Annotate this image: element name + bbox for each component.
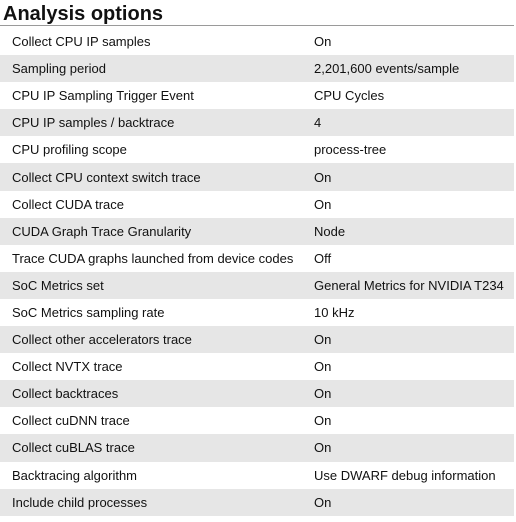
option-value: On: [302, 407, 514, 435]
option-value: On: [302, 28, 514, 56]
option-value: 4: [302, 109, 514, 137]
table-row: Backtracing algorithm Use DWARF debug inf…: [0, 461, 514, 489]
option-value: Off: [302, 244, 514, 272]
option-name: Trace CUDA graphs launched from device c…: [0, 244, 302, 272]
option-value: On: [302, 380, 514, 408]
table-row: Collect CPU IP samples On: [0, 28, 514, 56]
table-row: CUDA Graph Trace Granularity Node: [0, 217, 514, 245]
options-table-body: Collect CPU IP samples On Sampling period 2…: [0, 28, 514, 516]
table-row: CPU profiling scope process-tree: [0, 136, 514, 164]
option-value: Use DWARF debug information: [302, 461, 514, 489]
option-name: Collect NVTX trace: [0, 353, 302, 381]
option-name: CPU IP samples / backtrace: [0, 109, 302, 137]
table-row: Include child processes On: [0, 488, 514, 516]
option-name: Collect other accelerators trace: [0, 326, 302, 354]
table-row: CPU IP samples / backtrace 4: [0, 109, 514, 137]
option-value: On: [302, 190, 514, 218]
option-name: Collect cuBLAS trace: [0, 434, 302, 462]
table-row: Collect cuDNN trace On: [0, 407, 514, 435]
option-name: Sampling period: [0, 55, 302, 83]
table-row: CPU IP Sampling Trigger Event CPU Cycles: [0, 82, 514, 110]
option-name: Collect backtraces: [0, 380, 302, 408]
table-row: Collect cuBLAS trace On: [0, 434, 514, 462]
table-row: SoC Metrics sampling rate 10 kHz: [0, 298, 514, 327]
table-row: Sampling period 2,201,600 events/sample: [0, 55, 514, 83]
option-value: On: [302, 434, 514, 462]
option-value: 2,201,600 events/sample: [302, 55, 514, 83]
section-title: Analysis options: [0, 0, 514, 26]
option-name: Backtracing algorithm: [0, 461, 302, 489]
table-row: SoC Metrics set General Metrics for NVIDI…: [0, 271, 514, 299]
options-table: Collect CPU IP samples On Sampling period 2…: [0, 28, 514, 516]
option-value: General Metrics for NVIDIA T234: [302, 271, 514, 299]
table-row: Collect CPU context switch trace On: [0, 163, 514, 191]
option-value: On: [302, 326, 514, 354]
option-name: CPU profiling scope: [0, 136, 302, 164]
option-value: process-tree: [302, 136, 514, 164]
option-name: SoC Metrics sampling rate: [0, 298, 302, 327]
option-name: Include child processes: [0, 488, 302, 516]
table-row: Collect CUDA trace On: [0, 190, 514, 218]
option-value: On: [302, 353, 514, 381]
table-row: Collect NVTX trace On: [0, 353, 514, 381]
option-value: On: [302, 488, 514, 516]
option-name: Collect cuDNN trace: [0, 407, 302, 435]
option-value: On: [302, 163, 514, 191]
table-row: Collect backtraces On: [0, 380, 514, 408]
option-value: Node: [302, 217, 514, 245]
option-name: CUDA Graph Trace Granularity: [0, 217, 302, 245]
option-name: Collect CPU IP samples: [0, 28, 302, 56]
option-name: SoC Metrics set: [0, 271, 302, 299]
option-value: CPU Cycles: [302, 82, 514, 110]
option-name: Collect CUDA trace: [0, 190, 302, 218]
table-row: Collect other accelerators trace On: [0, 326, 514, 354]
table-row: Trace CUDA graphs launched from device c…: [0, 244, 514, 272]
option-value: 10 kHz: [302, 298, 514, 327]
option-name: Collect CPU context switch trace: [0, 163, 302, 191]
option-name: CPU IP Sampling Trigger Event: [0, 82, 302, 110]
